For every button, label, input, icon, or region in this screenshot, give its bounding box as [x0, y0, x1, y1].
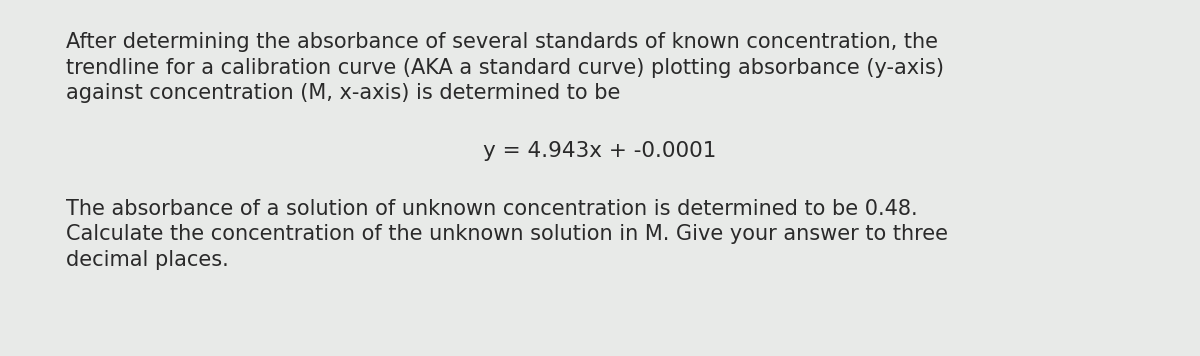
Text: decimal places.: decimal places.: [66, 250, 229, 270]
Text: trendline for a calibration curve (AKA a standard curve) plotting absorbance (y-: trendline for a calibration curve (AKA a…: [66, 58, 944, 78]
Text: y = 4.943x + -0.0001: y = 4.943x + -0.0001: [484, 141, 716, 161]
Text: Calculate the concentration of the unknown solution in M. Give your answer to th: Calculate the concentration of the unkno…: [66, 224, 948, 244]
Text: against concentration (M, x-axis) is determined to be: against concentration (M, x-axis) is det…: [66, 83, 620, 103]
Text: After determining the absorbance of several standards of known concentration, th: After determining the absorbance of seve…: [66, 32, 938, 52]
Text: The absorbance of a solution of unknown concentration is determined to be 0.48.: The absorbance of a solution of unknown …: [66, 199, 918, 219]
